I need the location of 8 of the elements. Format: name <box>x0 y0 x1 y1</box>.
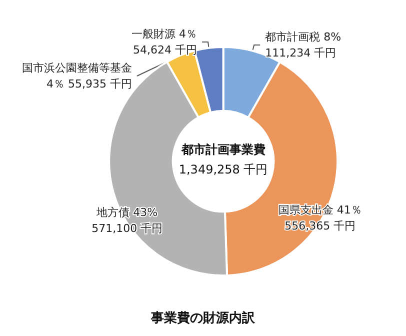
slice-label: 国市浜公園整備等基金 <box>22 62 132 75</box>
slice-label: 都市計画税 8% 111,234 千円 <box>265 30 342 60</box>
text: 1,349,258 千円 <box>178 162 268 176</box>
slice-label: 一般財源 4％ 54,624 千円 <box>132 28 198 57</box>
text: 都市計画事業費 <box>180 142 266 156</box>
data-label: 4％ 55,935 千円 <box>46 78 132 91</box>
slice-label: 地方債 43% 571,100 千円 <box>92 206 163 235</box>
text: 事業費の財源内訳 <box>150 310 256 326</box>
